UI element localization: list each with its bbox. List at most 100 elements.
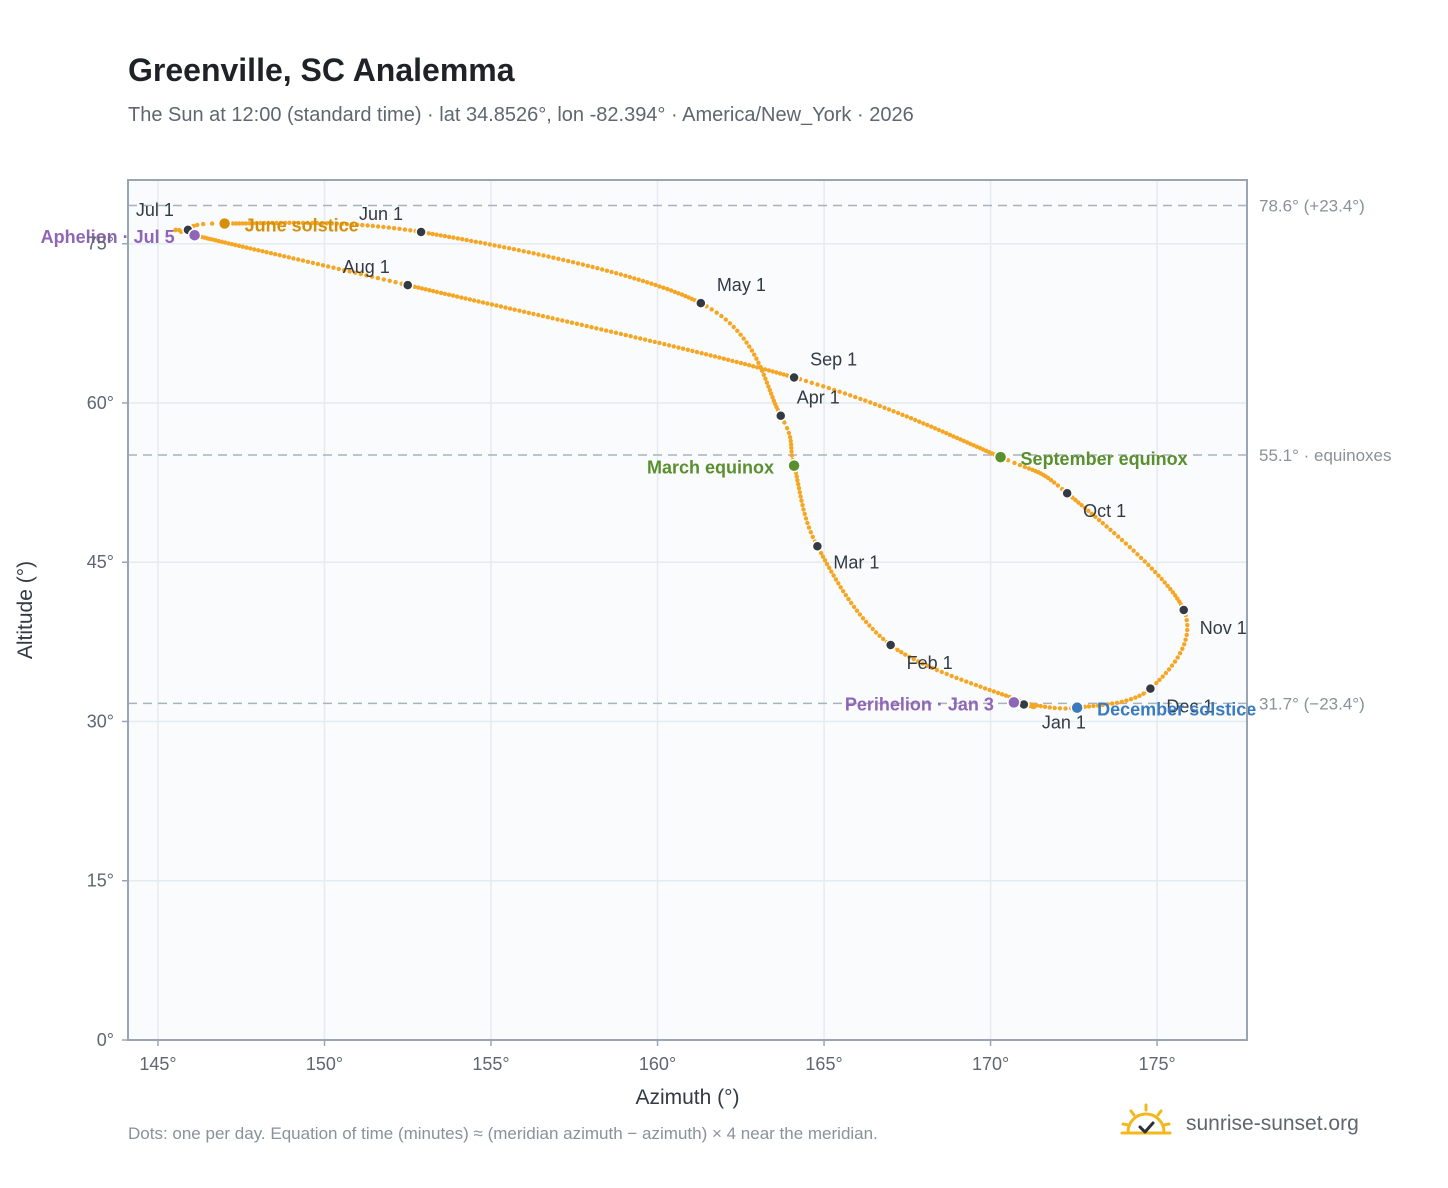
daily-dot <box>857 612 863 617</box>
daily-dot <box>649 281 654 286</box>
daily-dot <box>868 400 873 405</box>
daily-dot <box>738 332 743 337</box>
daily-dot <box>832 387 837 393</box>
daily-dot <box>360 222 365 228</box>
daily-dot <box>278 220 283 226</box>
daily-dot <box>277 253 282 258</box>
daily-dot <box>600 267 605 272</box>
daily-dot <box>640 278 646 284</box>
y-tick-label: 45° <box>87 552 114 572</box>
daily-dot <box>1012 460 1017 466</box>
daily-dot <box>574 321 580 326</box>
month-marker <box>1061 487 1073 499</box>
x-tick-label: 165° <box>805 1054 842 1074</box>
daily-dot <box>685 347 690 352</box>
daily-dot <box>1149 566 1155 571</box>
daily-dot <box>749 348 755 353</box>
daily-dot <box>355 222 360 227</box>
event-markers: June solstice March equinox September equi… <box>41 216 1257 720</box>
daily-dot <box>438 233 443 238</box>
daily-dot <box>1135 552 1140 557</box>
daily-dot <box>872 402 878 407</box>
daily-dot <box>291 220 297 225</box>
daily-dot <box>237 221 242 226</box>
month-label: Apr 1 <box>797 388 840 408</box>
daily-dot <box>820 554 826 559</box>
brand-logo[interactable]: sunrise-sunset.org <box>1120 1100 1359 1148</box>
month-marker <box>884 639 897 651</box>
daily-dot <box>803 516 809 521</box>
daily-dot <box>669 288 674 293</box>
daily-dot <box>672 289 677 295</box>
daily-dot <box>925 663 930 668</box>
daily-dot <box>1160 674 1165 679</box>
x-tick-label: 150° <box>306 1054 343 1074</box>
daily-dot <box>1038 703 1043 709</box>
month-label: Oct 1 <box>1083 501 1126 521</box>
daily-dot <box>268 251 274 256</box>
daily-dot <box>665 286 670 292</box>
daily-dot <box>647 338 653 343</box>
daily-dot <box>430 231 435 237</box>
daily-dot <box>494 303 499 308</box>
daily-dot <box>540 313 546 319</box>
daily-dot <box>657 284 662 289</box>
daily-dot <box>222 240 228 245</box>
daily-dot <box>240 221 245 226</box>
month-label: Jul 1 <box>136 200 174 220</box>
daily-dot <box>489 302 495 307</box>
daily-dot <box>1096 517 1102 523</box>
daily-dot <box>460 237 465 242</box>
daily-dot <box>676 291 681 296</box>
daily-dot <box>1128 697 1134 702</box>
daily-dot <box>273 252 278 257</box>
daily-dot <box>1185 623 1190 628</box>
event-label: December solstice <box>1097 700 1256 720</box>
daily-dot <box>837 389 842 394</box>
daily-dot <box>243 221 249 226</box>
daily-dot <box>686 295 691 300</box>
daily-dot <box>618 331 624 337</box>
daily-dot <box>579 322 584 328</box>
daily-dot <box>1119 699 1125 704</box>
daily-dot <box>789 445 794 450</box>
chart-title: Greenville, SC Analemma <box>128 52 515 88</box>
daily-dot <box>831 573 836 578</box>
daily-dot <box>762 367 768 372</box>
daily-dot <box>300 220 306 226</box>
y-tick-label: 60° <box>87 393 114 413</box>
daily-dot <box>266 220 271 226</box>
daily-dot <box>907 654 912 660</box>
daily-dot <box>785 373 790 378</box>
daily-dot <box>556 256 561 261</box>
daily-dot <box>759 366 764 371</box>
daily-dot <box>714 310 719 315</box>
daily-dot <box>387 278 392 283</box>
daily-dot <box>250 221 256 226</box>
daily-dot <box>391 226 397 231</box>
daily-dot <box>1089 511 1095 516</box>
month-label: Sep 1 <box>810 349 857 369</box>
daily-dot <box>1047 705 1052 710</box>
daily-dot <box>725 357 731 362</box>
plot-frame <box>127 179 1248 1041</box>
daily-dot <box>863 398 868 403</box>
daily-dot <box>877 633 882 638</box>
daily-dot <box>1162 580 1167 585</box>
brand-name[interactable]: sunrise-sunset.org <box>1186 1112 1359 1135</box>
daily-dot <box>833 577 839 582</box>
y-tick-label: 75° <box>87 234 114 254</box>
daily-dot <box>492 243 497 248</box>
daily-dot <box>497 244 502 249</box>
daily-dot <box>995 690 1001 696</box>
daily-dot <box>1029 703 1035 709</box>
daily-dot <box>721 356 726 361</box>
y-axis-ticks: 0° 15° 30° 45° 60° 75° <box>87 234 128 1050</box>
daily-dot <box>860 616 866 621</box>
daily-dot <box>521 309 527 314</box>
daily-dot <box>1076 500 1081 505</box>
daily-dot <box>512 307 517 312</box>
daily-dot <box>570 260 576 265</box>
daily-dot <box>782 420 787 425</box>
daily-dot <box>1153 569 1158 575</box>
